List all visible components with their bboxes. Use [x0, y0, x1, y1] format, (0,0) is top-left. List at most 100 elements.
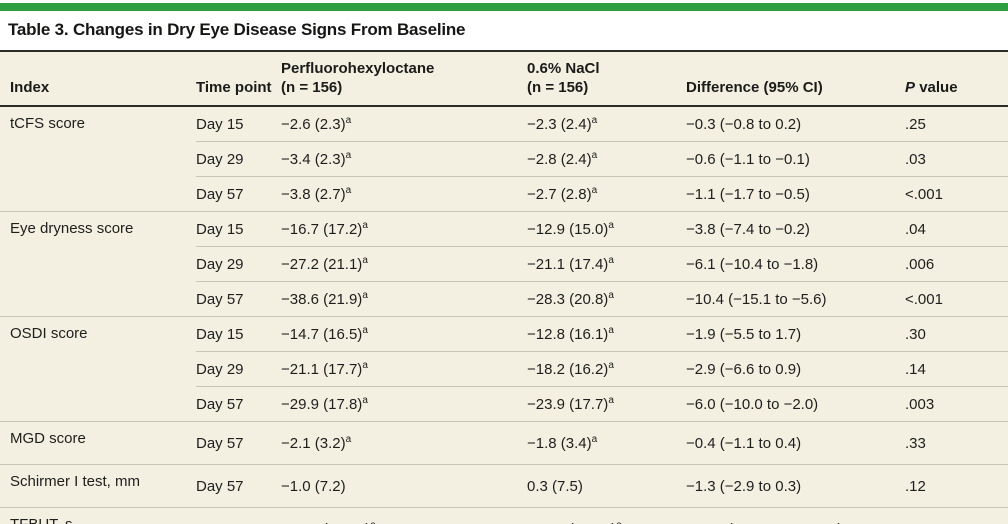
- cell-difference: −6.1 (−10.4 to −1.8): [686, 246, 905, 282]
- footnote-marker: a: [591, 433, 598, 445]
- footnote-marker: a: [591, 114, 598, 126]
- cell-nacl-value: −12.9 (15.0)a: [527, 211, 686, 247]
- cell-difference: −10.4 (−15.1 to −5.6): [686, 281, 905, 317]
- value-text: −14.7 (16.5): [281, 325, 363, 343]
- cell-nacl-value: 0.3 (7.5): [527, 464, 686, 508]
- column-header-perfluorohexyloctane: Perfluorohexyloctane (n = 156): [281, 51, 527, 107]
- cell-pfho-value: −14.7 (16.5)a: [281, 316, 527, 352]
- footnote-marker: a: [345, 433, 352, 445]
- cell-difference: −1.1 (−1.7 to −0.5): [686, 176, 905, 212]
- table-row: TFBUT, s Day 57 1.484 (2.108)a 1.388 (1.…: [0, 507, 1008, 524]
- cell-p-value: .006: [905, 246, 1008, 282]
- value-text: −21.1 (17.4): [527, 255, 609, 273]
- group-label-tfbut: TFBUT, s: [0, 507, 196, 524]
- cell-pfho-value: −1.0 (7.2): [281, 464, 527, 508]
- cell-p-value: .03: [905, 141, 1008, 177]
- cell-difference: −0.6 (−1.1 to −0.1): [686, 141, 905, 177]
- group-label-tcfs: tCFS score: [10, 115, 86, 132]
- cell-pfho-value: −2.6 (2.3)a: [281, 106, 527, 142]
- group-label-eye-dryness: Eye dryness score: [0, 211, 196, 317]
- footnote-marker: a: [608, 324, 614, 336]
- cell-time-point: Day 15: [196, 316, 281, 352]
- column-header-nacl: 0.6% NaCl (n = 156): [527, 51, 686, 107]
- value-text: −2.8 (2.4): [527, 150, 592, 168]
- cell-p-value: .14: [905, 351, 1008, 387]
- value-text: −21.1 (17.7): [281, 360, 363, 378]
- cell-nacl-value: −28.3 (20.8)a: [527, 281, 686, 317]
- footnote-marker: a: [345, 184, 352, 196]
- cell-p-value: <.001: [905, 281, 1008, 317]
- value-text: 0.3 (7.5): [527, 477, 583, 495]
- table-row: tCFS score Day 15 −2.6 (2.3)a −2.3 (2.4)…: [0, 106, 1008, 142]
- cell-time-point: Day 57: [196, 421, 281, 465]
- header-row: Index Time point Perfluorohexyloctane (n…: [0, 51, 1008, 107]
- cell-nacl-value: −2.7 (2.8)a: [527, 176, 686, 212]
- cell-pfho-value: −3.4 (2.3)a: [281, 141, 527, 177]
- cell-nacl-value: 1.388 (1.872)a: [527, 507, 686, 524]
- cell-p-value: .003: [905, 386, 1008, 422]
- value-text: −29.9 (17.8): [281, 395, 363, 413]
- column-header-time-point: Time point: [196, 51, 281, 107]
- cell-p-value: .12: [905, 464, 1008, 508]
- drug-name-line: Perfluorohexyloctane: [281, 60, 435, 77]
- value-text: −1.0 (7.2): [281, 477, 346, 495]
- cell-p-value: .30: [905, 316, 1008, 352]
- group-label-schirmer: Schirmer I test, mm: [0, 464, 196, 508]
- table-row: Day 29 −27.2 (21.1)a −21.1 (17.4)a −6.1 …: [0, 246, 1008, 282]
- table-row: Schirmer I test, mm Day 57 −1.0 (7.2) 0.…: [0, 464, 1008, 508]
- control-n-line: (n = 156): [527, 79, 589, 96]
- footnote-marker: a: [345, 114, 352, 126]
- footnote-marker: a: [608, 289, 614, 301]
- value-text: −12.9 (15.0): [527, 220, 609, 238]
- table-row: Eye dryness score Day 15 −16.7 (17.2)a −…: [0, 211, 1008, 317]
- cell-time-point: Day 57: [196, 176, 281, 212]
- cell-difference: −3.8 (−7.4 to −0.2): [686, 211, 905, 247]
- value-text: −3.4 (2.3): [281, 150, 346, 168]
- cell-pfho-value: −27.2 (21.1)a: [281, 246, 527, 282]
- value-text: −28.3 (20.8): [527, 290, 609, 308]
- footnote-marker: a: [362, 219, 368, 231]
- table-row: MGD score Day 57 −2.1 (3.2)a −1.8 (3.4)a…: [0, 421, 1008, 465]
- cell-pfho-value: −2.1 (3.2)a: [281, 421, 527, 465]
- cell-time-point: Day 15: [196, 115, 244, 133]
- footnote-marker: a: [608, 254, 614, 266]
- value-text: −2.6 (2.3): [281, 115, 346, 133]
- cell-time-point: Day 57: [196, 386, 281, 422]
- value-text: −16.7 (17.2): [281, 220, 363, 238]
- cell-p-value: <.001: [905, 176, 1008, 212]
- cell-nacl-value: −21.1 (17.4)a: [527, 246, 686, 282]
- cell-pfho-value: −29.9 (17.8)a: [281, 386, 527, 422]
- cell-difference: −0.3 (−0.8 to 0.2): [686, 115, 802, 133]
- footnote-marker: a: [608, 219, 614, 231]
- column-header-index: Index: [0, 51, 196, 107]
- footnote-marker: a: [616, 520, 622, 524]
- footnote-marker: a: [370, 520, 376, 524]
- table-row: Day 29 −3.4 (2.3)a −2.8 (2.4)a −0.6 (−1.…: [0, 141, 1008, 177]
- column-header-p-value: P value: [905, 51, 1008, 107]
- cell-time-point: Day 29: [196, 141, 281, 177]
- journal-accent-bar: [0, 3, 1008, 11]
- footnote-marker: a: [591, 149, 598, 161]
- footnote-marker: a: [362, 394, 368, 406]
- value-text: −2.3 (2.4): [527, 115, 592, 133]
- cell-time-point: Day 57: [196, 281, 281, 317]
- cell-pfho-value: −16.7 (17.2)a: [281, 211, 527, 247]
- drug-n-line: (n = 156): [281, 79, 343, 96]
- table-row: Day 57 −3.8 (2.7)a −2.7 (2.8)a −1.1 (−1.…: [0, 176, 1008, 212]
- p-italic: P: [905, 79, 916, 96]
- cell-pfho-value: −3.8 (2.7)a: [281, 176, 527, 212]
- footnote-marker: a: [608, 394, 614, 406]
- table-row: Day 57 −38.6 (21.9)a −28.3 (20.8)a −10.4…: [0, 281, 1008, 317]
- cell-difference: −0.4 (−1.1 to 0.4): [686, 421, 905, 465]
- value-text: −1.8 (3.4): [527, 434, 592, 452]
- cell-nacl-value: −1.8 (3.4)a: [527, 421, 686, 465]
- value-text: −18.2 (16.2): [527, 360, 609, 378]
- group-label-osdi: OSDI score: [0, 316, 196, 422]
- dry-eye-signs-table: Index Time point Perfluorohexyloctane (n…: [0, 50, 1008, 524]
- p-rest: value: [919, 79, 958, 96]
- value-text: −12.8 (16.1): [527, 325, 609, 343]
- cell-nacl-value: −18.2 (16.2)a: [527, 351, 686, 387]
- cell-difference: −2.9 (−6.6 to 0.9): [686, 351, 905, 387]
- table-row: Day 57 −29.9 (17.8)a −23.9 (17.7)a −6.0 …: [0, 386, 1008, 422]
